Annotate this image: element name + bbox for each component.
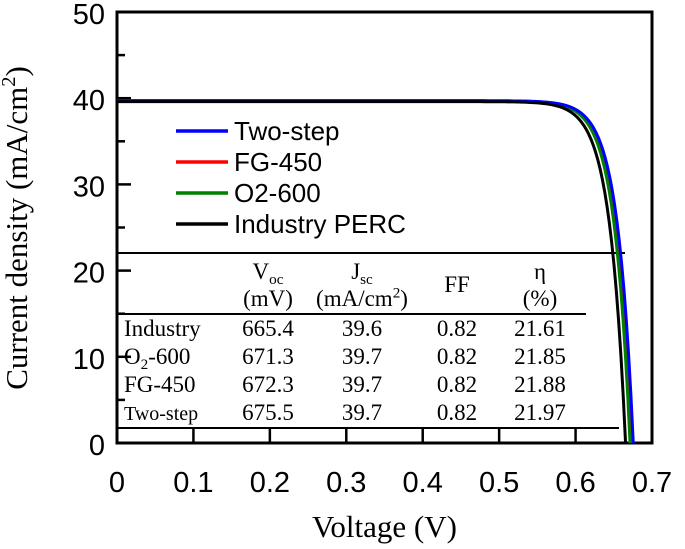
table-cell: 0.82	[437, 344, 477, 369]
y-tick-label: 50	[73, 0, 105, 31]
table-cell: 0.82	[437, 316, 477, 341]
table-cell: 675.5	[242, 400, 294, 425]
x-tick-label: 0.5	[479, 467, 519, 499]
table-header-units: (%)	[523, 286, 557, 311]
table-cell: 21.61	[514, 316, 566, 341]
x-tick-label: 0.2	[250, 467, 290, 499]
table-cell: 672.3	[242, 372, 294, 397]
table-cell: 39.7	[342, 372, 382, 397]
table-row-label: Two-step	[124, 403, 198, 425]
table-cell: 21.88	[514, 372, 566, 397]
table-cell: 671.3	[242, 344, 294, 369]
x-tick-label: 0	[109, 467, 125, 499]
y-tick-label: 40	[73, 85, 105, 117]
y-tick-label: 30	[73, 171, 105, 203]
legend-label: FG-450	[234, 147, 322, 177]
x-tick-label: 0.3	[326, 467, 366, 499]
table-cell: 39.7	[342, 344, 382, 369]
table-header: Voc	[253, 259, 284, 288]
x-axis-title: Voltage (V)	[312, 509, 457, 544]
table-cell: 665.4	[242, 316, 294, 341]
table-row-label: O2-600	[124, 344, 190, 373]
x-tick-label: 0.1	[173, 467, 213, 499]
table-header-units: (mA/cm2)	[316, 284, 408, 311]
x-tick-label: 0.4	[403, 467, 443, 499]
table-header: Jsc	[351, 259, 373, 288]
table-row-label: FG-450	[124, 372, 196, 397]
table-cell: 0.82	[437, 400, 477, 425]
x-tick-label: 0.7	[632, 467, 672, 499]
y-tick-label: 20	[73, 258, 105, 290]
table-header: η	[534, 259, 546, 284]
legend-label: O2-600	[234, 178, 321, 208]
x-tick-label: 0.6	[555, 467, 595, 499]
y-axis-title: Current density (mA/cm2)	[0, 66, 34, 390]
y-tick-label: 0	[89, 430, 105, 462]
y-tick-label: 10	[73, 344, 105, 376]
table-cell: 0.82	[437, 372, 477, 397]
table-header: FF	[444, 272, 470, 297]
table-cell: 39.7	[342, 400, 382, 425]
table-cell: 21.85	[514, 344, 566, 369]
table-cell: 39.6	[342, 316, 382, 341]
table-header-units: (mV)	[243, 286, 293, 311]
table-row-label: Industry	[124, 316, 201, 341]
legend-label: Industry PERC	[234, 209, 406, 239]
legend-label: Two-step	[234, 116, 340, 146]
table-cell: 21.97	[514, 400, 566, 425]
curve-industry-perc	[117, 100, 628, 444]
